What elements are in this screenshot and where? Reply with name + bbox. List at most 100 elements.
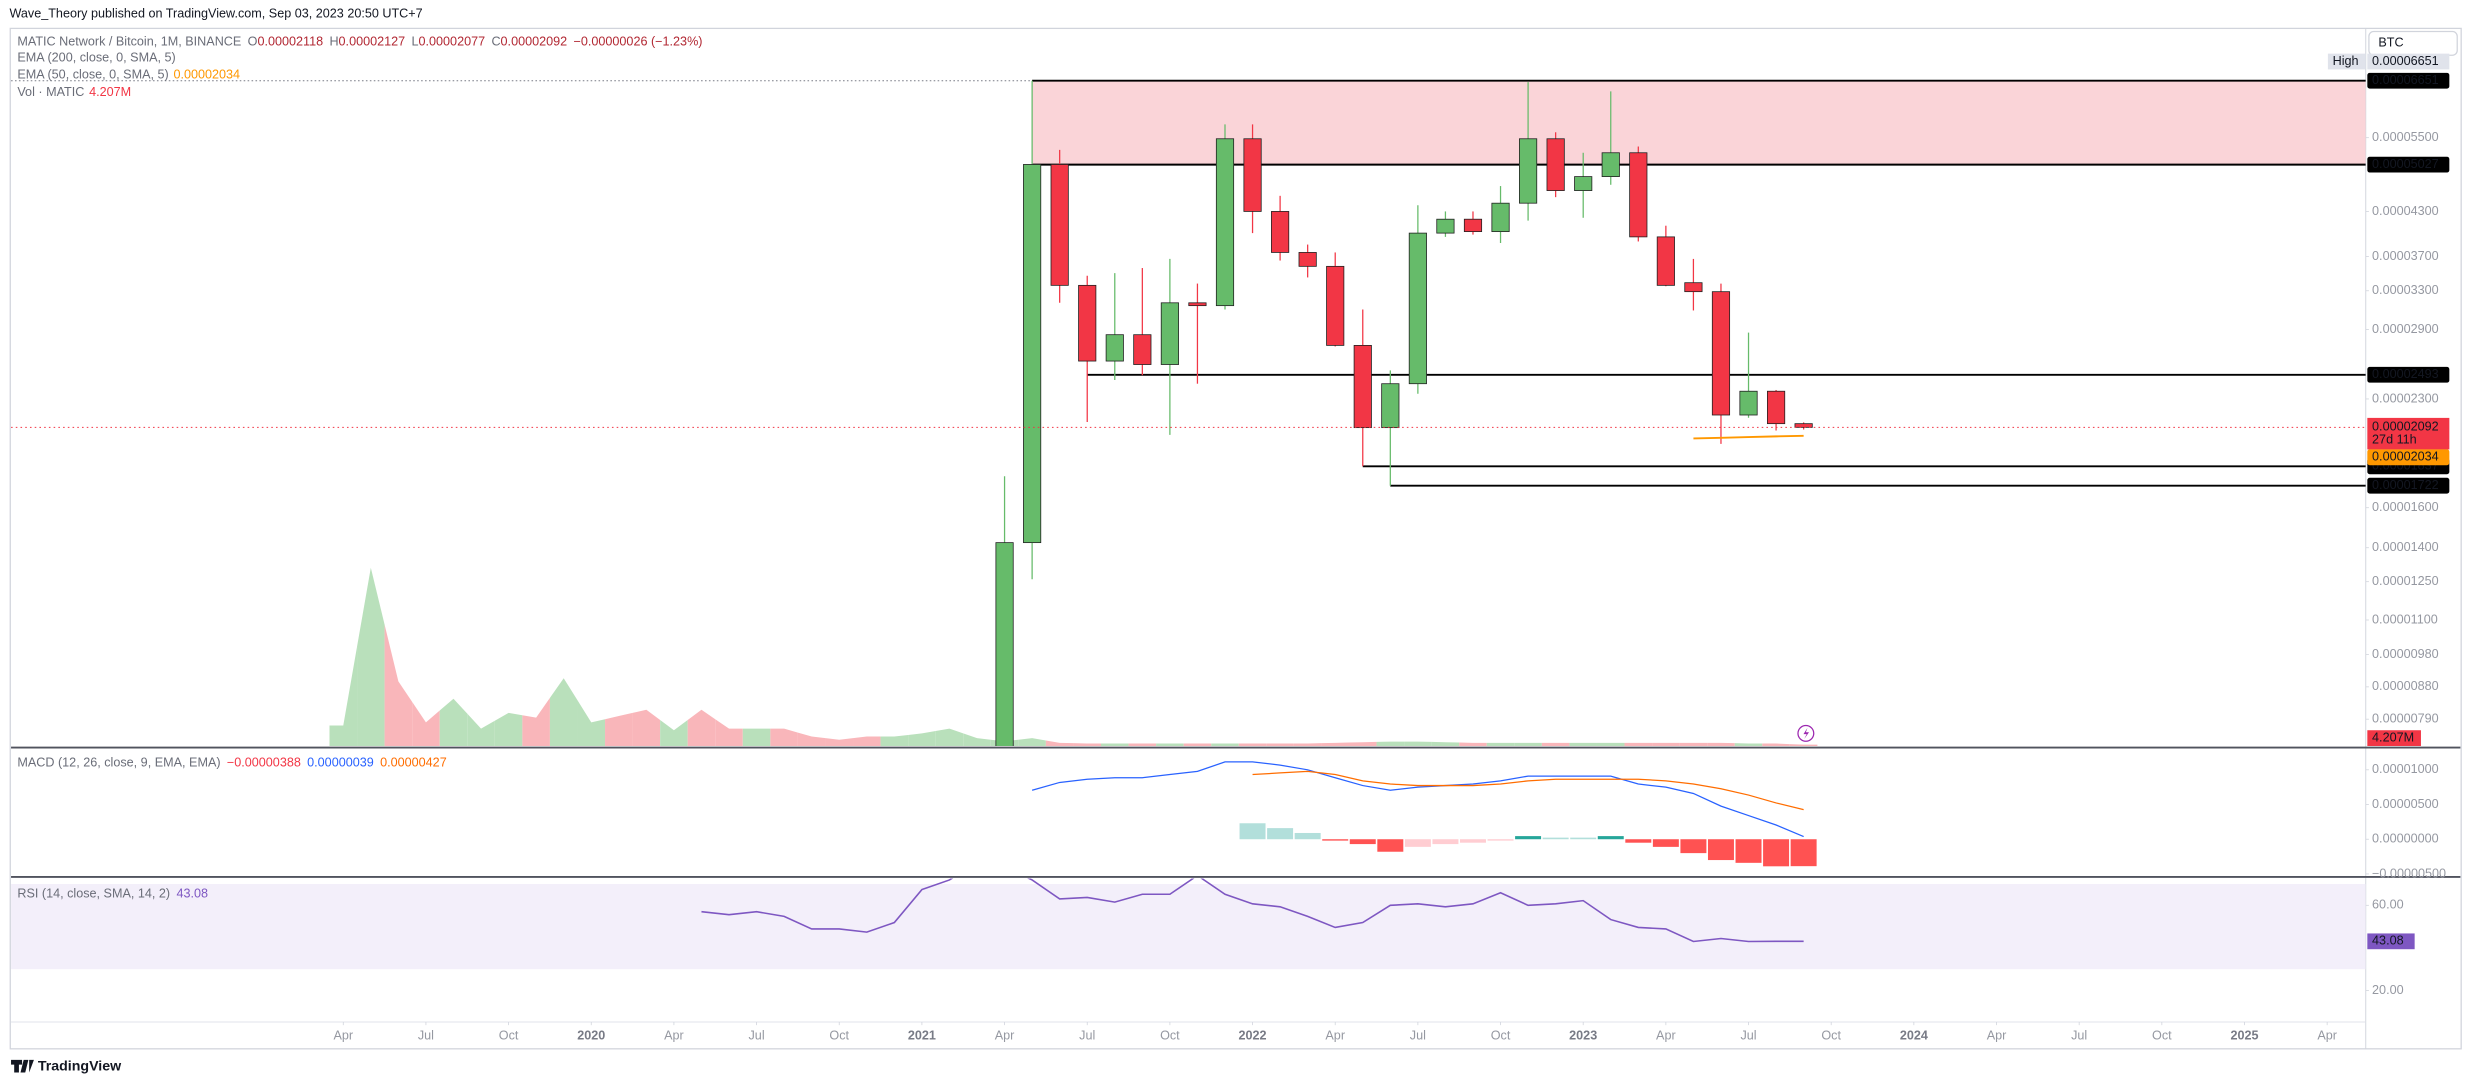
legend-series-name: EMA (50, close, 0, SMA, 5) [17,68,168,82]
y-tick-label: 0.00001100 [2372,612,2438,626]
legend-rsi-title: RSI (14, close, SMA, 14, 2) [17,887,170,901]
volume-area [412,701,440,747]
x-tick-label: 2022 [1239,1029,1267,1043]
volume-area [1596,742,1625,747]
volume-area [632,709,661,747]
macd-histogram-bar [1459,839,1486,843]
price-label-box [2367,72,2450,89]
legend-change: −0.00000026 (−1.23%) [573,35,702,49]
legend-symbol: MATIC Network / Bitcoin, 1M, BINANCE O0.0… [17,35,702,49]
macd-histogram-bar [1542,837,1569,840]
x-tick-label: 2021 [908,1029,936,1043]
x-tick-label: Oct [1821,1029,1841,1043]
volume-area [935,728,964,747]
macd-line [1031,761,1804,838]
volume-area [522,697,550,747]
volume-area [1679,742,1708,747]
y-tick-label: 0.00003300 [2372,283,2439,297]
candle-body [1767,390,1786,425]
volume-area [825,738,854,747]
candle-body [1794,423,1813,428]
brand: TradingView [38,1059,122,1075]
candle-body [1408,232,1427,385]
countdown: 27d 11h [2372,432,2417,446]
y-tick-label: 60.00 [2372,898,2404,912]
candle-body [1519,138,1538,204]
macd-histogram-bar [1267,828,1294,840]
legend-volume-value: 4.207M [89,85,131,99]
volume [329,567,1818,747]
volume-area [1404,741,1432,747]
macd-pane [1031,761,1817,867]
volume-area [1569,742,1597,747]
legend-series-value: 0.00002034 [173,68,240,82]
x-tick-label: 2024 [1900,1029,1928,1043]
x-tick-label: 2023 [1569,1029,1597,1043]
x-tick-label: Oct [2152,1029,2172,1043]
legend-rsi-value: 43.08 [176,887,208,901]
ema-line [1693,434,1804,440]
candle-body [1656,236,1675,286]
y-tick-label: 0.00000500 [2372,797,2439,811]
candle-body [1050,164,1069,286]
volume-area [357,567,385,747]
volume-area [908,731,936,747]
signal-line [1252,770,1804,811]
price-label: 0.00005027 [2372,157,2439,171]
y-tick-label: 0.00004300 [2372,204,2439,218]
legend-macd-value: −0.00000388 [227,756,301,770]
x-tick-label: Jul [1740,1029,1756,1043]
volume-area [797,732,826,747]
legend-volume-name: Vol · MATIC [17,85,84,99]
rsi-label-box [2367,933,2415,950]
volume-area [1486,742,1515,747]
legend-ohlc-value: 0.00002077 [419,35,486,49]
volume-area [467,713,495,747]
macd-histogram-bar [1239,823,1266,840]
volume-area [1183,743,1212,747]
high-value-box [2367,53,2450,70]
y-tick-label: 0.00002300 [2372,391,2439,405]
volume-area [1128,743,1157,747]
volume-area [1211,743,1239,747]
candle-body [995,542,1014,747]
x-tick-label: Jul [418,1029,434,1043]
volume-area [687,709,716,747]
volume-area [1762,743,1790,747]
x-tick-label: Jul [2071,1029,2087,1043]
candle-body [1133,334,1152,365]
x-tick-label: 2025 [2230,1029,2258,1043]
rsi-label: 43.08 [2372,934,2404,948]
candle-body [1601,152,1620,177]
price-label-box [2367,477,2450,494]
price-label: 0.00006651 [2372,73,2439,87]
macd-histogram-bar [1432,839,1459,845]
volume-area [1624,742,1653,747]
volume-area [1459,742,1487,747]
volume-label-box [2367,730,2421,747]
candle-body [1243,138,1262,212]
legend-ohlc-prefix: L [411,35,418,49]
candle-body [1711,291,1731,416]
legend-ohlc-prefix: C [491,35,500,49]
macd-histogram-bar [1487,839,1514,841]
high-marker-box [2327,53,2366,70]
volume-area [880,734,909,747]
y-tick-label: 0.00000880 [2372,679,2439,693]
volume-area [1789,744,1818,747]
overlay: High 0.00006651 0.00005500 0.00004300 0.0000… [17,35,2450,1043]
publisher: Wave_Theory published on TradingView.com… [9,7,422,21]
x-tick-label: Oct [829,1029,849,1043]
macd-histogram-bar [1790,839,1817,867]
brand-logo [11,1059,34,1073]
volume-area [1266,743,1294,747]
volume-area [1018,738,1046,747]
y-tick-label: 0.00005500 [2372,130,2439,144]
macd-histogram-bar [1597,836,1624,840]
macd-histogram-bar [1735,839,1762,863]
price-label-box [2367,156,2450,173]
y-tick-label: −0.00000500 [2372,866,2446,880]
volume-area [1348,741,1377,747]
candle-body [1739,390,1758,416]
x-tick-label: Oct [1160,1029,1180,1043]
